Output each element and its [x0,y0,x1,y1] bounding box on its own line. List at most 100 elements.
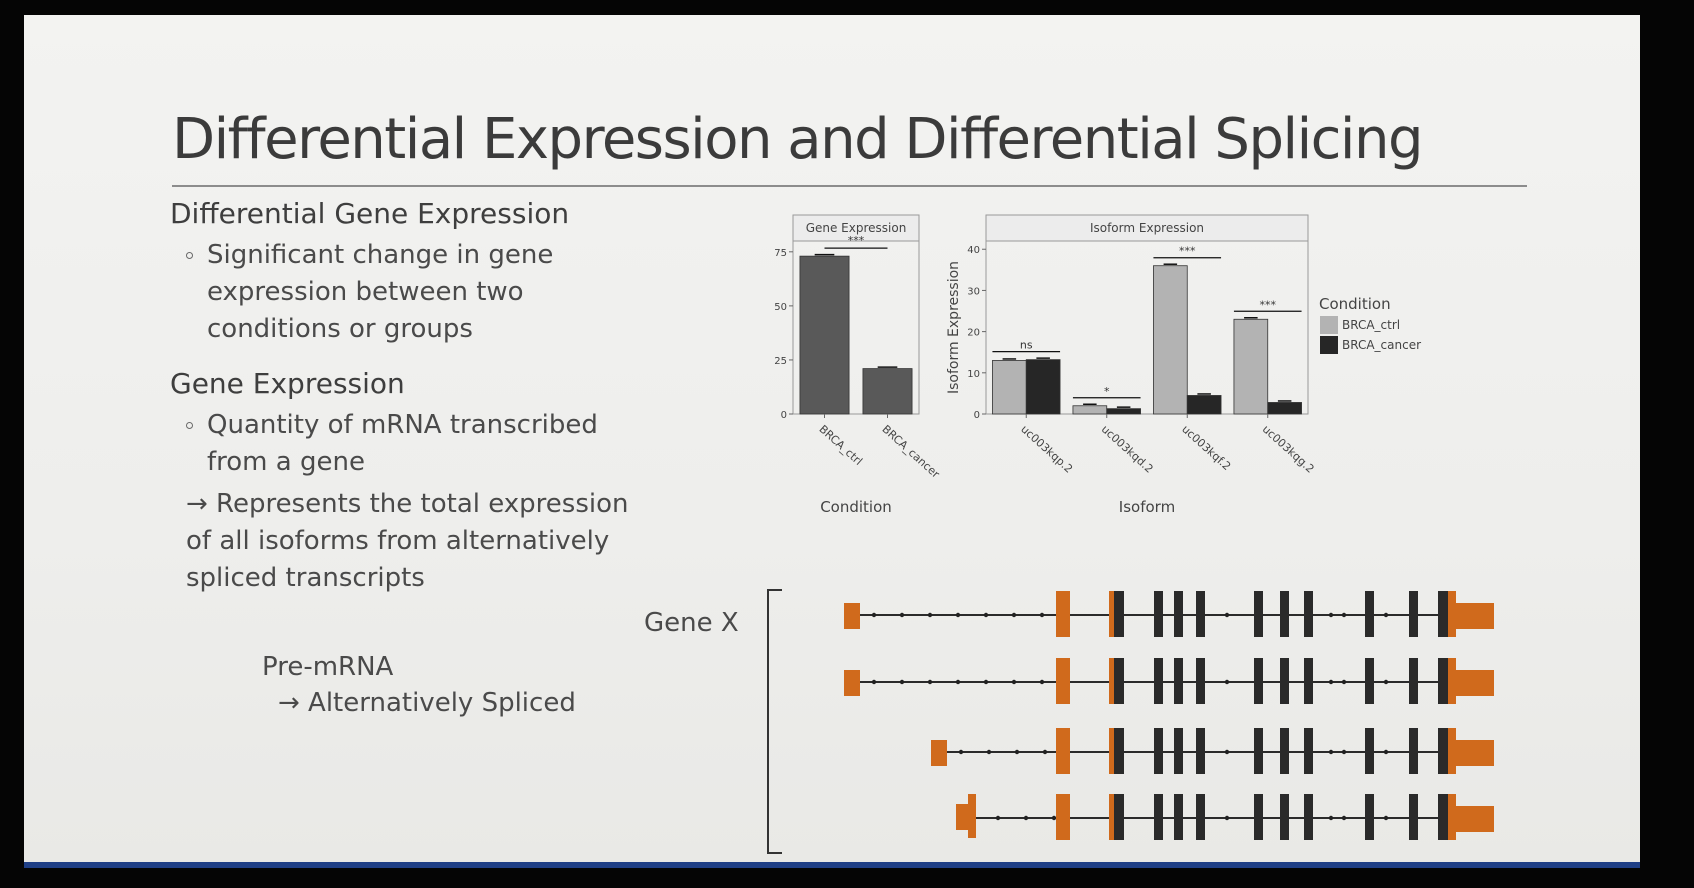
x-axis-label: Isoform [1119,498,1175,516]
panel-title: Isoform Expression [1090,221,1204,235]
condition-legend: Condition BRCA_ctrl BRCA_cancer [1319,295,1421,354]
exon-first [844,603,860,629]
bar [800,256,849,414]
x-tick-label: uc003kqd.2 [1099,423,1156,476]
intron-dot [1040,680,1044,684]
exon-last [1448,728,1456,774]
legend-title: Condition [1319,295,1391,313]
gene-expression-panel: Gene Expression0255075Gene ExpressionCon… [774,215,942,516]
exon-last [1456,603,1494,629]
bullet-line: expression between two [207,274,553,311]
y-tick-label: 75 [774,248,787,259]
intron-dot [1384,750,1388,754]
intron-dot [872,613,876,617]
exon-dark [1438,794,1448,840]
intron-dot [1384,613,1388,617]
intron-dot [1329,750,1333,754]
bar [1073,406,1107,414]
exon-last [1448,591,1456,637]
exon-dark [1409,591,1418,637]
heading-gene-expression: Gene Expression [170,367,405,400]
intron-dot [1329,613,1333,617]
panel-title: Gene Expression [806,221,907,235]
intron-dot [1225,613,1229,617]
intron-dot [1012,680,1016,684]
bullet-line: conditions or groups [207,311,553,348]
y-tick-label: 20 [967,328,980,339]
exon-dark [1174,728,1183,774]
bar [1153,266,1187,414]
arrow-line: → Represents the total expression [186,486,628,523]
intron-dot [1384,816,1388,820]
exon-orange [1056,794,1070,840]
intron-dot [1225,750,1229,754]
exon-dark [1254,658,1263,704]
exon-dark [1304,794,1313,840]
exon-dark [1280,658,1289,704]
exon-dark [1254,728,1263,774]
y-tick-label: 40 [967,245,980,256]
exon-first [968,794,976,838]
bar [992,360,1026,414]
exon-dark [1114,658,1124,704]
exon-dark [1280,728,1289,774]
legend-label: BRCA_ctrl [1342,318,1400,332]
intron-dot [984,680,988,684]
exon-dark [1304,591,1313,637]
intron-dot [900,680,904,684]
exon-dark [1438,658,1448,704]
exon-dark [1196,794,1205,840]
intron-dot [928,680,932,684]
intron-dot [900,613,904,617]
y-tick-label: 10 [967,369,980,380]
gene-x-label: Gene X [644,605,739,642]
y-tick-label: 0 [974,410,980,421]
exon-dark [1365,658,1374,704]
exon-dark [1254,591,1263,637]
bullet-quantity-mrna: Quantity of mRNA transcribed from a gene [207,407,598,481]
x-tick-label: uc003kqg.2 [1260,423,1317,476]
alternatively-spliced-label: → Alternatively Spliced [278,685,576,722]
expression-charts: Gene Expression0255075Gene ExpressionCon… [774,195,1594,535]
exon-dark [1154,794,1163,840]
exon-dark [1196,658,1205,704]
exon-dark [1154,591,1163,637]
arrow-note-total-expression: → Represents the total expression of all… [186,486,628,597]
exon-dark [1365,728,1374,774]
bar [863,369,912,414]
y-tick-label: 50 [774,302,787,313]
intron-dot [1043,750,1047,754]
intron-dot [1342,750,1346,754]
intron-dot [1024,816,1028,820]
exon-first [956,804,970,830]
exon-dark [1409,794,1418,840]
bullet-line: Significant change in gene [207,237,553,274]
y-tick-label: 0 [781,410,787,421]
intron-dot [956,613,960,617]
exon-dark [1438,728,1448,774]
exon-dark [1365,591,1374,637]
bar [1187,395,1221,414]
heading-differential-gene-expression: Differential Gene Expression [170,197,569,230]
legend-swatch [1320,316,1338,334]
y-tick-label: 25 [774,356,787,367]
slide-bottom-bar [24,862,1640,868]
intron-dot [1225,680,1229,684]
intron-dot [1329,680,1333,684]
x-tick-label: BRCA_ctrl [816,423,864,468]
bullet-icon [186,252,193,259]
x-tick-label: uc003kqf.2 [1179,423,1233,473]
intron-dot [1342,816,1346,820]
exon-dark [1280,794,1289,840]
exon-dark [1114,728,1124,774]
bar [1107,409,1141,414]
intron-dot [1040,613,1044,617]
intron-dot [956,680,960,684]
exon-dark [1409,658,1418,704]
legend-swatch [1320,336,1338,354]
exon-last [1448,658,1456,704]
exon-dark [1438,591,1448,637]
exon-dark [1114,591,1124,637]
exon-dark [1174,658,1183,704]
pre-mrna-label: Pre-mRNA [262,649,393,686]
